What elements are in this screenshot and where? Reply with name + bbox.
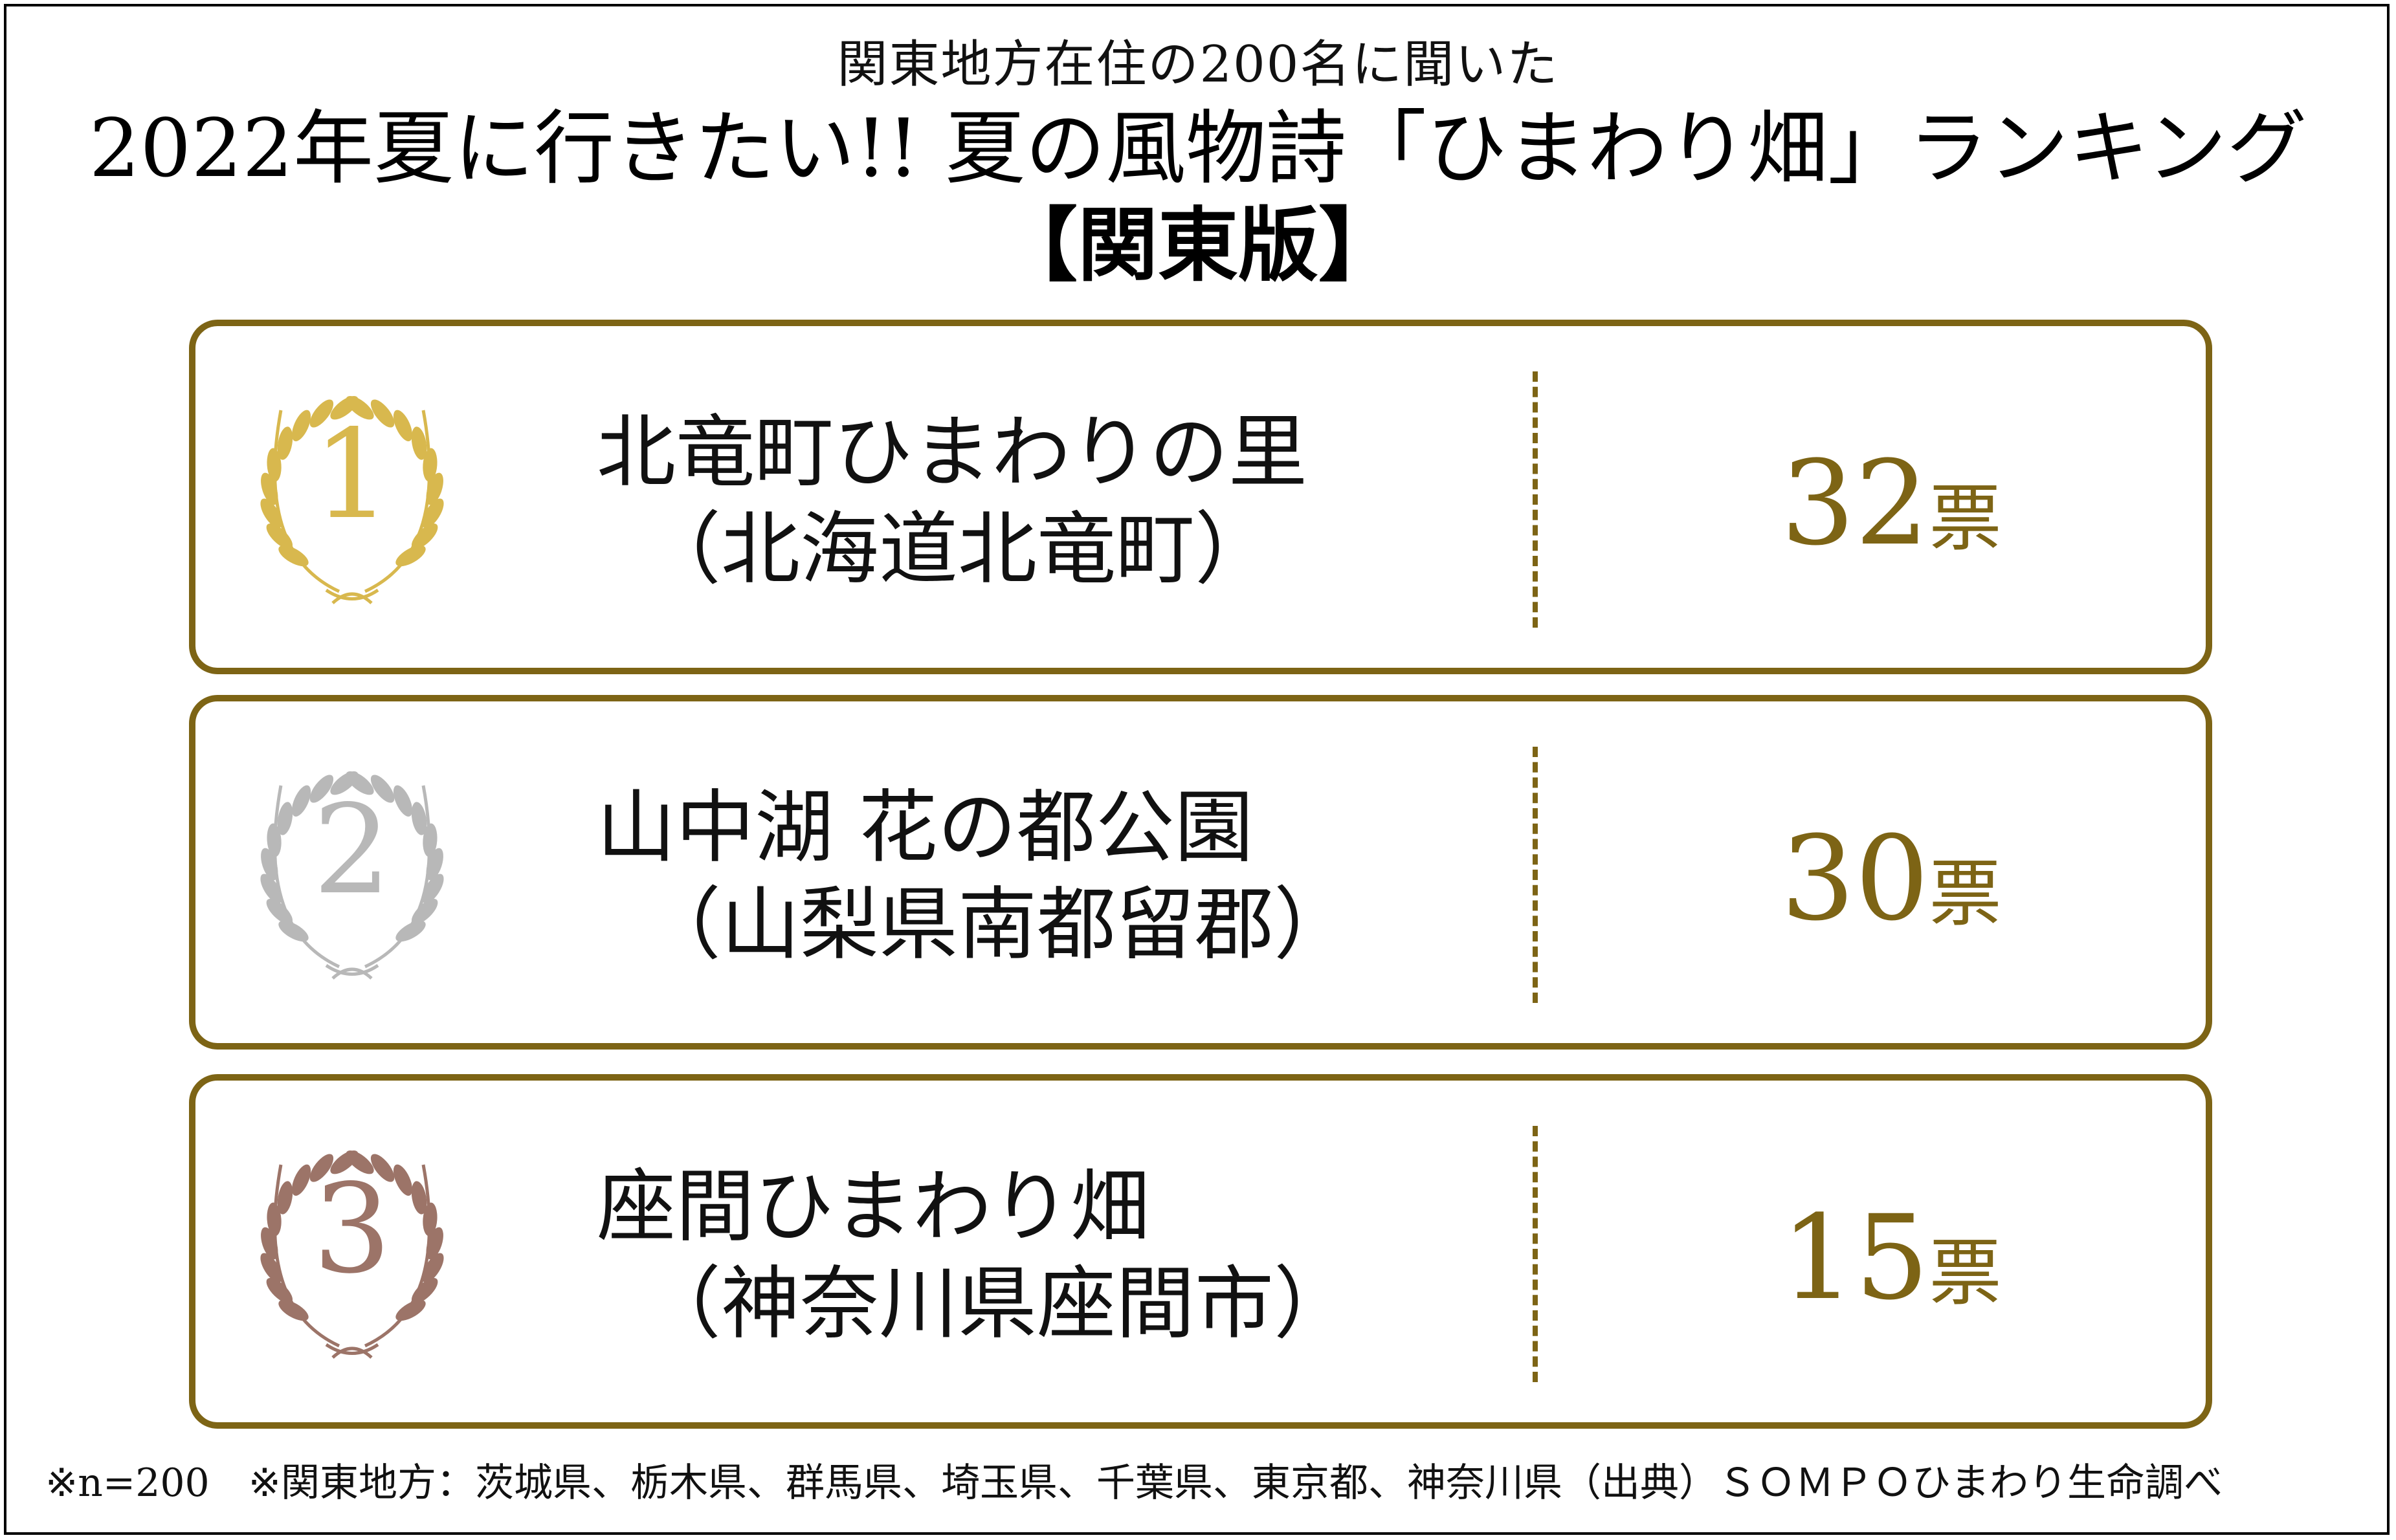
vote-count: 15票	[1736, 1194, 2047, 1338]
vote-number: 30	[1780, 811, 1929, 947]
place-location: （山梨県南都留郡）	[642, 879, 1353, 971]
dashed-divider	[1533, 371, 1538, 628]
dashed-divider	[1533, 1126, 1538, 1382]
rank-number: 3	[313, 1158, 392, 1301]
place-name: 座間ひまわり畑	[597, 1161, 1149, 1253]
ranking-card-1: 1 北竜町ひまわりの里 （北海道北竜町） 32票	[189, 320, 2212, 674]
edition-label: 【関東版】	[997, 199, 1399, 292]
laurel-wreath-icon	[260, 395, 444, 604]
laurel-wreath-icon	[260, 771, 444, 980]
vote-unit: 票	[1929, 477, 2002, 561]
page-title: 2022年夏に行きたい!! 夏の風物詩「ひまわり畑」ランキング	[89, 102, 2307, 195]
vote-unit: 票	[1929, 1231, 2002, 1315]
rank-number: 2	[313, 778, 392, 921]
footnote: ※n=200 ※関東地方：茨城県、栃木県、群馬県、埼玉県、千葉県、東京都、神奈川…	[45, 1460, 2223, 1506]
vote-count: 30票	[1736, 815, 2047, 959]
survey-subtitle: 関東地方在住の200名に聞いた	[837, 36, 1559, 94]
place-location: （神奈川県座間市）	[642, 1258, 1353, 1350]
rank-number: 1	[313, 403, 392, 546]
place-name: 北竜町ひまわりの里	[597, 406, 1307, 498]
place-name: 山中湖 花の都公園	[597, 782, 1254, 874]
ranking-card-2: 2 山中湖 花の都公園 （山梨県南都留郡） 30票	[189, 695, 2212, 1050]
vote-unit: 票	[1929, 852, 2002, 936]
vote-count: 32票	[1736, 439, 2047, 584]
dashed-divider	[1533, 747, 1538, 1003]
vote-number: 32	[1780, 436, 1929, 571]
vote-number: 15	[1780, 1191, 1929, 1326]
ranking-card-3: 3 座間ひまわり畑 （神奈川県座間市） 15票	[189, 1074, 2212, 1429]
place-location: （北海道北竜町）	[642, 503, 1274, 595]
laurel-wreath-icon	[260, 1150, 444, 1359]
